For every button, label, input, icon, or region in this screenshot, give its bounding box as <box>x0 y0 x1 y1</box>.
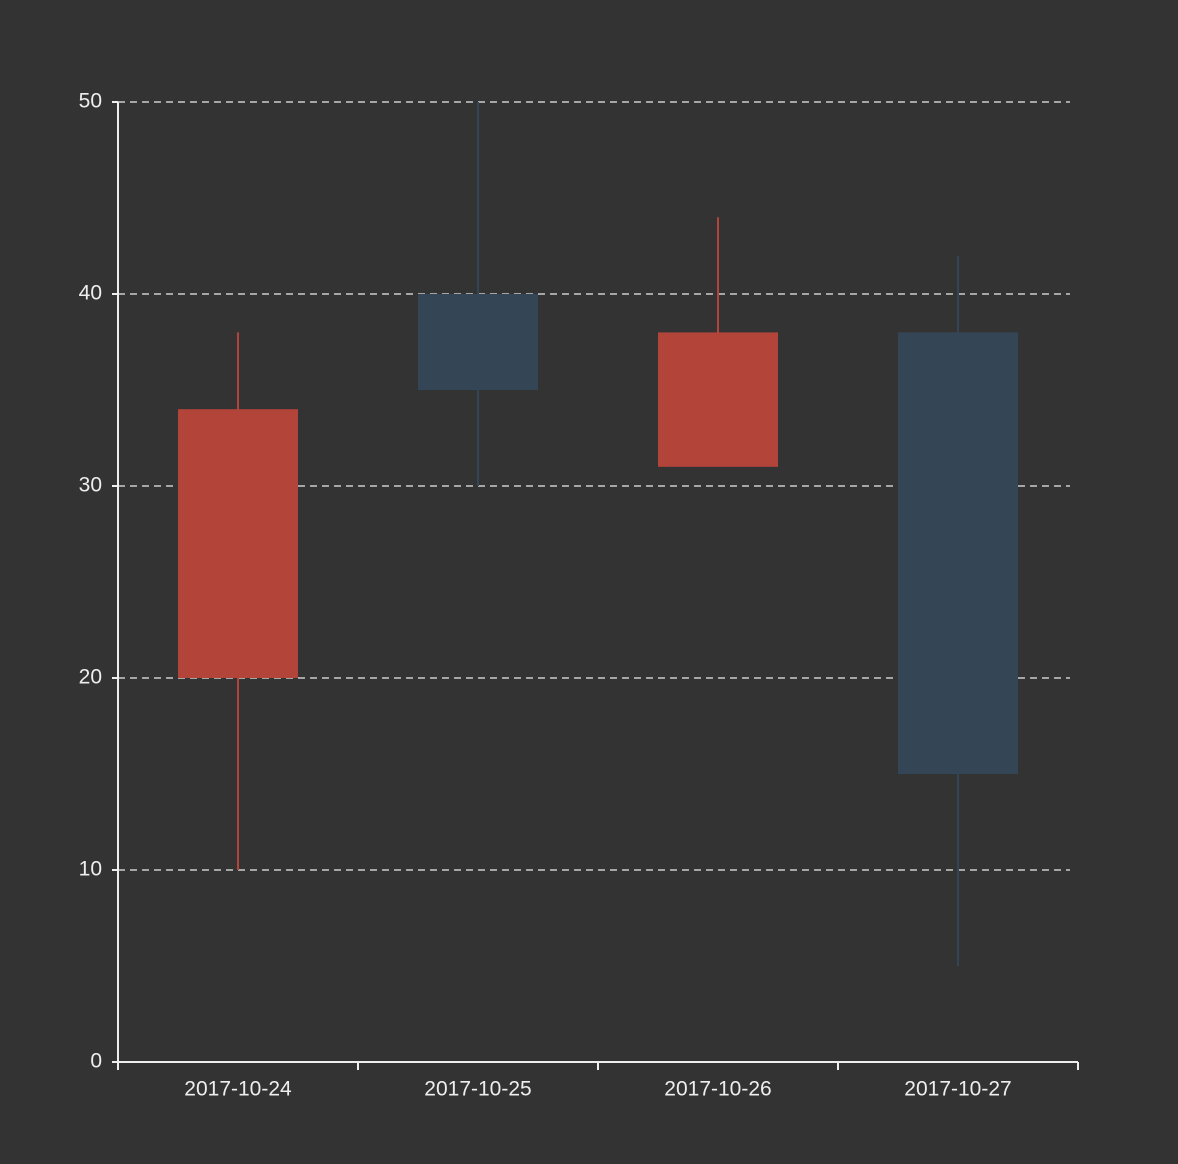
candle-body <box>658 332 778 467</box>
y-tick-label: 40 <box>79 282 102 305</box>
x-tick-label: 2017-10-27 <box>904 1078 1011 1101</box>
candle-body <box>418 294 538 390</box>
x-tick-label: 2017-10-25 <box>424 1078 531 1101</box>
candle-body <box>178 409 298 678</box>
y-tick-label: 50 <box>79 90 102 113</box>
y-tick-label: 0 <box>90 1050 102 1073</box>
candle-body <box>898 332 1018 774</box>
y-tick-label: 20 <box>79 666 102 689</box>
y-tick-label: 30 <box>79 474 102 497</box>
x-tick-label: 2017-10-24 <box>184 1078 292 1101</box>
x-tick-label: 2017-10-26 <box>664 1078 771 1101</box>
y-tick-label: 10 <box>79 858 102 881</box>
